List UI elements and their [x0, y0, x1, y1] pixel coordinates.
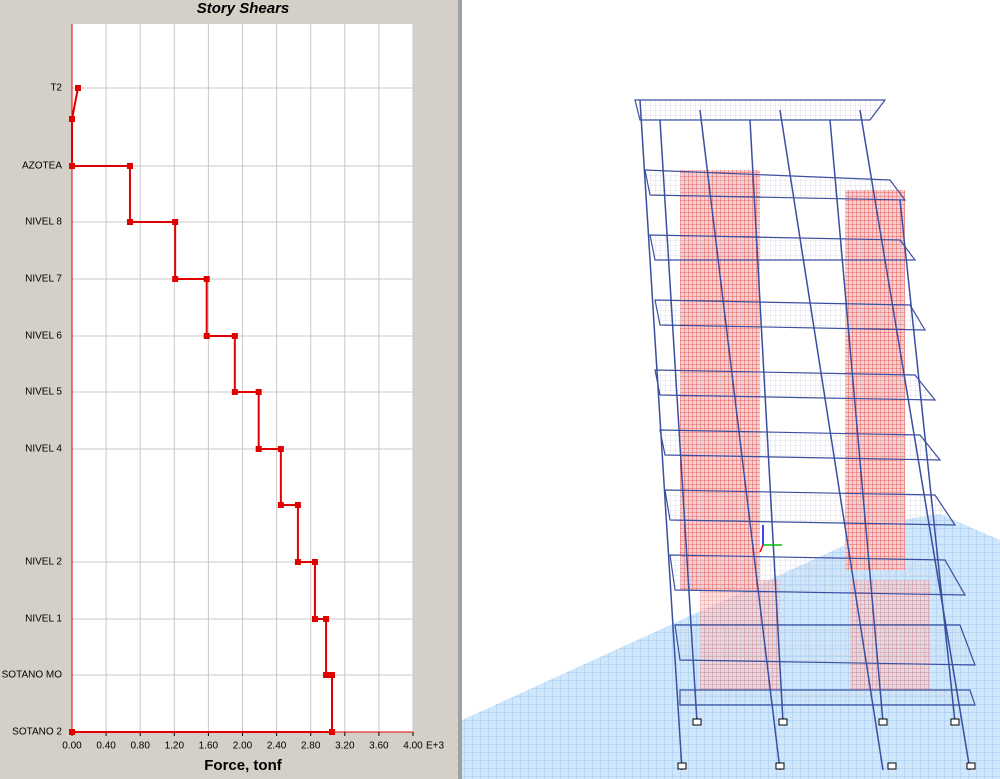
marker: [329, 729, 336, 735]
columns: [639, 99, 971, 771]
marker: [74, 85, 81, 91]
marker: [69, 163, 75, 169]
marker: [172, 276, 179, 282]
marker: [323, 616, 330, 622]
marker: [255, 446, 262, 452]
x-tick-label: 3.60: [369, 741, 389, 752]
marker: [231, 389, 238, 395]
y-tick-label: SOTANO 2: [12, 727, 62, 738]
x-tick-label: 2.40: [267, 741, 287, 752]
y-tick-label: NIVEL 1: [25, 614, 62, 625]
x-tick-label: 1.60: [199, 741, 219, 752]
chart: 0.00 0.40 0.80 1.20 1.60 2.00 2.40 2.80 3.20 3.60…: [2, 24, 423, 752]
marker: [329, 672, 336, 678]
model-view: [462, 0, 1000, 779]
chart-title: Story Shears: [197, 0, 290, 17]
x-tick-label: 2.00: [233, 741, 253, 752]
y-tick-label: AZOTEA: [22, 161, 62, 172]
x-tick-label: 2.80: [301, 741, 321, 752]
marker: [203, 333, 210, 339]
marker: [294, 502, 301, 508]
connector: [71, 87, 79, 120]
marker: [69, 116, 75, 122]
marker: [126, 163, 133, 169]
marker: [323, 672, 330, 678]
x-tick-label: 4.00: [403, 741, 423, 752]
x-tick-label: 0.00: [62, 741, 82, 752]
x-tick-label: 0.80: [130, 741, 150, 752]
marker: [203, 276, 210, 282]
marker: [277, 446, 284, 452]
y-tick-label: T2: [50, 83, 62, 94]
axes-triad: [759, 525, 782, 553]
marker: [255, 389, 262, 395]
marker: [126, 219, 133, 225]
y-tick-label: NIVEL 5: [25, 387, 62, 398]
marker: [231, 333, 238, 339]
slabs: [634, 99, 976, 706]
supports: [677, 718, 976, 770]
x-multiplier: E+3: [426, 741, 445, 752]
x-tick-label: 1.20: [165, 741, 185, 752]
x-tick-label: 0.40: [96, 741, 116, 752]
y-tick-label: NIVEL 4: [25, 444, 62, 455]
x-axis-label: Force, tonf: [204, 757, 283, 774]
y-tick-label: NIVEL 8: [25, 217, 62, 228]
y-tick-label: NIVEL 7: [25, 274, 62, 285]
y-tick-label: NIVEL 6: [25, 331, 62, 342]
marker: [311, 559, 318, 565]
x-tick-label: 3.20: [335, 741, 355, 752]
marker: [277, 502, 284, 508]
marker: [172, 219, 179, 225]
y-tick-label: NIVEL 2: [25, 557, 62, 568]
panel-divider: [458, 0, 462, 779]
marker: [69, 729, 75, 735]
marker: [311, 616, 318, 622]
marker: [294, 559, 301, 565]
y-tick-label: SOTANO MO: [2, 670, 63, 681]
